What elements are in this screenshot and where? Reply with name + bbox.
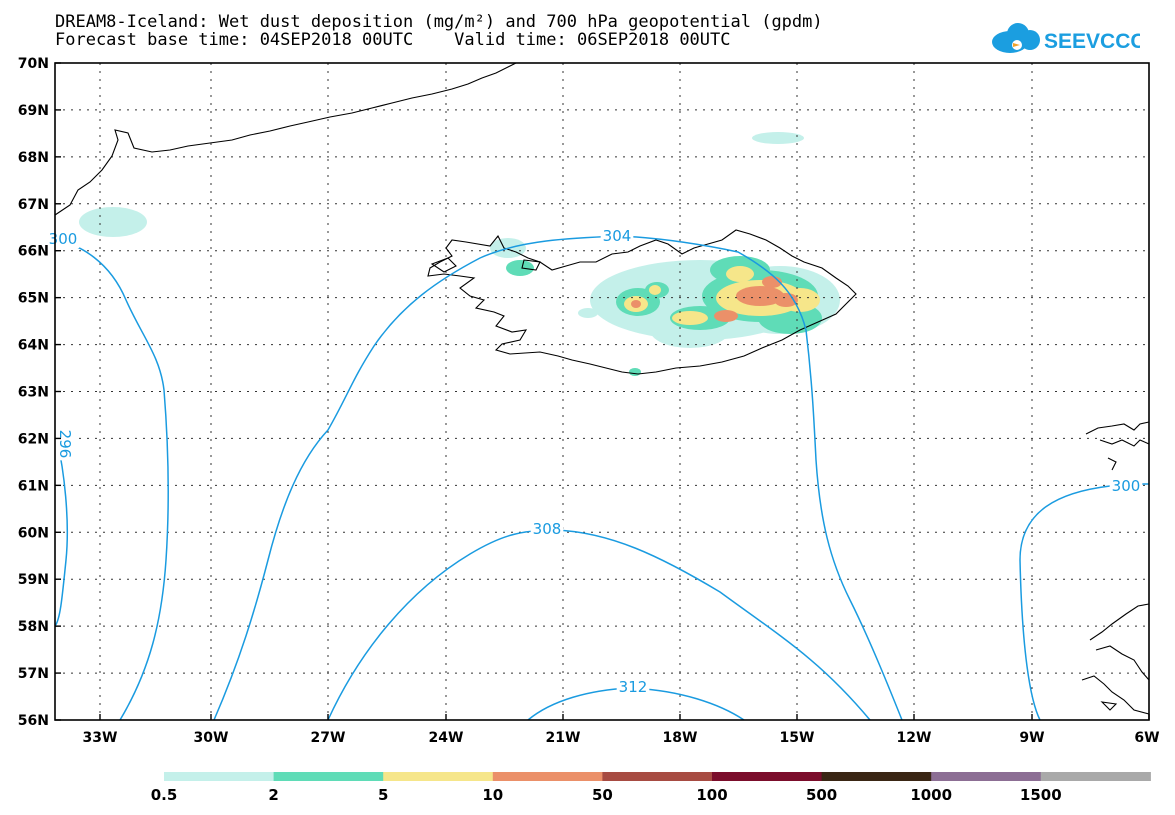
lon-label: 15W <box>780 730 815 746</box>
dust-area <box>752 132 804 144</box>
coastlines <box>54 62 1150 715</box>
lon-label: 30W <box>194 730 229 746</box>
coastline-path <box>521 259 541 271</box>
coastline-path <box>1100 701 1118 711</box>
contour-label: 300 <box>1109 477 1143 495</box>
lon-label: 6W <box>1134 730 1159 746</box>
dust-area <box>672 311 708 325</box>
lon-label: 12W <box>897 730 932 746</box>
seevccc-logo: SEEVCCC <box>992 23 1140 53</box>
latitude-axis: 70N 69N 68N 67N 66N 65N 64N 63N 62N 61N 60N 59N 58N 5… <box>18 56 61 729</box>
coastline-path <box>54 62 517 216</box>
dust-area <box>649 285 661 295</box>
legend-label: 100 <box>696 786 727 804</box>
legend-label: 0.5 <box>151 786 178 804</box>
lat-label: 57N <box>18 666 49 682</box>
legend-label: 5 <box>378 786 388 804</box>
contour-line <box>54 439 69 627</box>
logo-text: SEEVCCC <box>1044 30 1140 53</box>
dust-deposition-field <box>79 132 840 376</box>
coastline-path <box>430 257 457 273</box>
longitude-axis: 33W 30W 27W 24W 21W 18W 15W 12W 9W 6W <box>83 714 1160 746</box>
legend-label: 500 <box>806 786 837 804</box>
coastline-path <box>427 229 857 375</box>
lat-label: 60N <box>18 525 49 541</box>
lat-label: 63N <box>18 385 49 401</box>
svg-text:304: 304 <box>603 227 632 245</box>
map-title: DREAM8-Iceland: Wet dust deposition (mg/… <box>55 12 823 32</box>
dust-area <box>726 266 754 282</box>
contour-label: 304 <box>600 227 634 245</box>
contour-label: 300 <box>46 230 80 248</box>
legend-swatch <box>164 772 275 781</box>
svg-text:300: 300 <box>1112 477 1141 495</box>
dust-area <box>629 368 641 376</box>
dust-area <box>736 286 784 306</box>
coastline-path <box>1089 603 1150 641</box>
svg-text:300: 300 <box>49 230 78 248</box>
legend-swatch <box>712 772 823 781</box>
legend-swatch <box>273 772 384 781</box>
contour-labels: 304 300 300 296 308 312 <box>46 227 1143 696</box>
dust-area <box>714 310 738 322</box>
legend-label: 1500 <box>1020 786 1062 804</box>
coastline-path <box>1107 457 1117 471</box>
lon-label: 27W <box>311 730 346 746</box>
legend-colorbar: 0.5 2 5 10 50 100 500 1000 1500 <box>151 772 1151 804</box>
legend-swatch <box>383 772 494 781</box>
coastline-path <box>1081 675 1150 715</box>
cloud-icon <box>992 23 1040 53</box>
lat-label: 67N <box>18 197 49 213</box>
dust-area <box>631 300 641 308</box>
coastline-path <box>1099 439 1150 447</box>
lat-label: 62N <box>18 431 49 447</box>
svg-text:312: 312 <box>619 678 648 696</box>
contour-line <box>1019 483 1150 721</box>
contour-label: 296 <box>56 427 74 461</box>
dust-area <box>506 260 534 276</box>
svg-text:296: 296 <box>56 430 74 459</box>
graticule <box>55 63 1149 720</box>
dust-area <box>79 207 147 237</box>
lon-label: 9W <box>1019 730 1044 746</box>
legend-swatch <box>602 772 713 781</box>
lon-label: 33W <box>83 730 118 746</box>
lon-label: 21W <box>546 730 581 746</box>
legend-swatch <box>1040 772 1151 781</box>
contour-line <box>54 239 169 721</box>
forecast-time-line: Forecast base time: 04SEP2018 00UTC Vali… <box>55 30 731 50</box>
legend-label: 1000 <box>910 786 952 804</box>
legend-label: 2 <box>268 786 278 804</box>
coastline-path <box>1085 421 1150 435</box>
legend-swatch <box>821 772 932 781</box>
coastline-path <box>1095 645 1150 681</box>
legend-label: 50 <box>592 786 613 804</box>
lat-label: 56N <box>18 713 49 729</box>
lat-label: 69N <box>18 103 49 119</box>
svg-text:308: 308 <box>533 520 562 538</box>
lat-label: 64N <box>18 338 49 354</box>
contour-label: 312 <box>616 678 650 696</box>
lat-label: 61N <box>18 478 49 494</box>
lat-label: 68N <box>18 150 49 166</box>
lat-label: 66N <box>18 244 49 260</box>
lat-label: 65N <box>18 291 49 307</box>
legend-label: 10 <box>482 786 503 804</box>
contour-line <box>213 235 903 721</box>
legend-swatch <box>492 772 603 781</box>
lon-label: 24W <box>429 730 464 746</box>
lat-label: 59N <box>18 572 49 588</box>
contour-label: 308 <box>530 520 564 538</box>
legend-swatch <box>931 772 1042 781</box>
dust-area <box>578 308 598 318</box>
lon-label: 18W <box>663 730 698 746</box>
lat-label: 58N <box>18 619 49 635</box>
lat-label: 70N <box>18 56 49 72</box>
